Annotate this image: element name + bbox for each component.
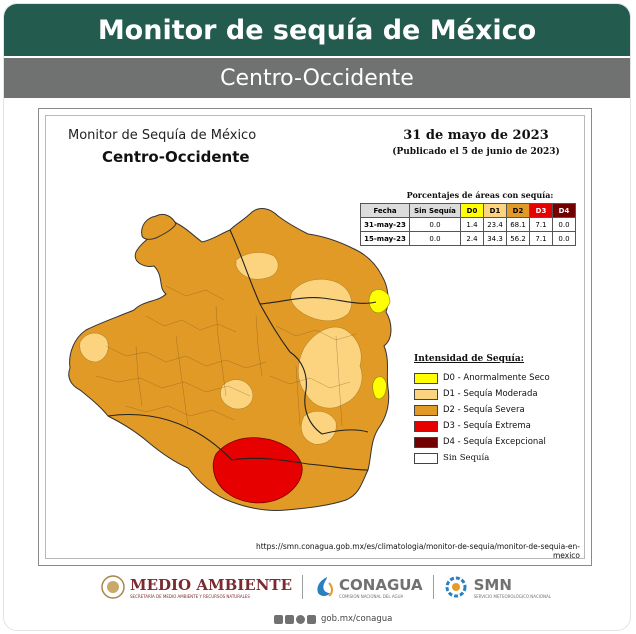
legend-item-d2: D2 - Sequía Severa <box>414 402 580 418</box>
legend-swatch-d0 <box>414 372 438 384</box>
cell-d4: 0.0 <box>552 231 576 246</box>
footer: MEDIO AMBIENTE SECRETARÍA DE MEDIO AMBIE… <box>4 568 630 630</box>
smn-sub: SERVICIO METEOROLÓGICO NACIONAL <box>473 593 552 599</box>
social-handle[interactable]: gob.mx/conagua <box>321 614 393 624</box>
cell-d3: 7.1 <box>529 217 553 232</box>
smn-gear-icon <box>445 576 467 598</box>
region-subtitle: Centro-Occidente <box>4 58 630 98</box>
conagua-sub: COMISIÓN NACIONAL DEL AGUA <box>339 593 404 599</box>
cell-d0: 1.4 <box>460 217 484 232</box>
legend-swatch-d2 <box>414 404 438 416</box>
region-d1-central <box>220 379 254 410</box>
cell-d3: 7.1 <box>529 231 553 246</box>
legend-item-d3: D3 - Sequía Extrema <box>414 418 580 434</box>
drought-percent-table: Fecha Sin Sequía D0 D1 D2 D3 D4 31-may-2… <box>360 203 576 246</box>
drought-map <box>68 208 392 511</box>
region-d1-west <box>79 332 109 363</box>
header-d3: D3 <box>529 203 553 218</box>
legend: Intensidad de Sequía: D0 - Anormalmente … <box>414 354 580 466</box>
region-d2-north <box>141 213 177 240</box>
instagram-icon[interactable] <box>296 614 305 624</box>
mexico-seal-icon <box>101 575 125 599</box>
conagua-logo: CONAGUA COMISIÓN NACIONAL DEL AGUA <box>313 575 423 599</box>
medio-ambiente-logo: MEDIO AMBIENTE SECRETARÍA DE MEDIO AMBIE… <box>100 574 292 600</box>
facebook-icon[interactable] <box>274 614 283 624</box>
smn-text: SMN <box>473 575 512 594</box>
table-row: 15-may-23 0.0 2.4 34.3 56.2 7.1 0.0 <box>360 231 576 246</box>
map-frame: Monitor de Sequía de México Centro-Occid… <box>45 115 585 559</box>
logo-divider <box>432 575 434 599</box>
cell-d0: 2.4 <box>460 231 484 246</box>
map-region-title: Centro-Occidente <box>102 148 250 166</box>
table-row: 31-may-23 0.0 1.4 23.4 68.1 7.1 0.0 <box>360 217 576 232</box>
legend-swatch-sin-sequia <box>414 452 438 464</box>
source-url[interactable]: https://smn.conagua.gob.mx/es/climatolog… <box>255 542 580 559</box>
legend-label-d1: D1 - Sequía Moderada <box>443 389 538 399</box>
legend-swatch-d3 <box>414 420 438 432</box>
cell-date: 31-may-23 <box>360 217 410 232</box>
logo-row: MEDIO AMBIENTE SECRETARÍA DE MEDIO AMBIE… <box>100 574 551 600</box>
legend-swatch-d1 <box>414 388 438 400</box>
header-d1: D1 <box>483 203 507 218</box>
region-d1-east <box>297 326 363 409</box>
logo-divider <box>302 575 304 599</box>
header-fecha: Fecha <box>360 203 410 218</box>
region-d1-south <box>301 410 337 445</box>
youtube-icon[interactable] <box>307 614 316 624</box>
social-links: gob.mx/conagua <box>274 614 392 624</box>
legend-item-d0: D0 - Anormalmente Seco <box>414 370 580 386</box>
drought-monitor-card: Monitor de sequía de México Centro-Occid… <box>3 3 631 631</box>
legend-item-sin-sequia: Sin Sequía <box>414 450 580 466</box>
legend-label-d2: D2 - Sequía Severa <box>443 405 525 415</box>
cell-sin-sequia: 0.0 <box>409 217 461 232</box>
region-d0-northeast <box>368 289 391 314</box>
cell-d2: 56.2 <box>506 231 530 246</box>
legend-item-d1: D1 - Sequía Moderada <box>414 386 580 402</box>
legend-swatch-d4 <box>414 436 438 448</box>
region-d1-north <box>235 252 279 280</box>
cell-d4: 0.0 <box>552 217 576 232</box>
medio-ambiente-sub: SECRETARÍA DE MEDIO AMBIENTE Y RECURSOS … <box>130 593 250 599</box>
conagua-wave-icon <box>317 577 334 597</box>
state-borders <box>107 229 377 471</box>
legend-label-d3: D3 - Sequía Extrema <box>443 421 531 431</box>
header-d4: D4 <box>552 203 576 218</box>
map-date: 31 de mayo de 2023 <box>403 128 549 143</box>
header-d0: D0 <box>460 203 484 218</box>
region-d0-east <box>372 376 387 400</box>
municipal-borders <box>95 285 357 427</box>
legend-title: Intensidad de Sequía: <box>414 354 525 364</box>
page-title: Monitor de sequía de México <box>4 4 630 56</box>
smn-logo: SMN SERVICIO METEOROLÓGICO NACIONAL <box>444 575 551 599</box>
region-d1-northeast <box>290 279 352 322</box>
table-header-row: Fecha Sin Sequía D0 D1 D2 D3 D4 <box>360 203 576 218</box>
cell-sin-sequia: 0.0 <box>409 231 461 246</box>
twitter-icon[interactable] <box>285 614 294 624</box>
legend-label-sin-sequia: Sin Sequía <box>443 453 490 463</box>
medio-ambiente-text: MEDIO AMBIENTE <box>130 575 293 594</box>
table-caption: Porcentajes de áreas con sequía: <box>406 190 554 200</box>
cell-d1: 34.3 <box>483 231 507 246</box>
legend-label-d0: D0 - Anormalmente Seco <box>443 373 550 383</box>
region-d3 <box>212 437 303 504</box>
header-sin-sequia: Sin Sequía <box>409 203 461 218</box>
conagua-text: CONAGUA <box>339 575 423 594</box>
map-title: Monitor de Sequía de México <box>68 128 257 143</box>
header-d2: D2 <box>506 203 530 218</box>
cell-d2: 68.1 <box>506 217 530 232</box>
publication-date: (Publicado el 5 de junio de 2023) <box>392 147 560 157</box>
legend-item-d4: D4 - Sequía Excepcional <box>414 434 580 450</box>
map-panel: Monitor de Sequía de México Centro-Occid… <box>38 108 592 566</box>
legend-label-d4: D4 - Sequía Excepcional <box>443 437 546 447</box>
cell-date: 15-may-23 <box>360 231 410 246</box>
cell-d1: 23.4 <box>483 217 507 232</box>
